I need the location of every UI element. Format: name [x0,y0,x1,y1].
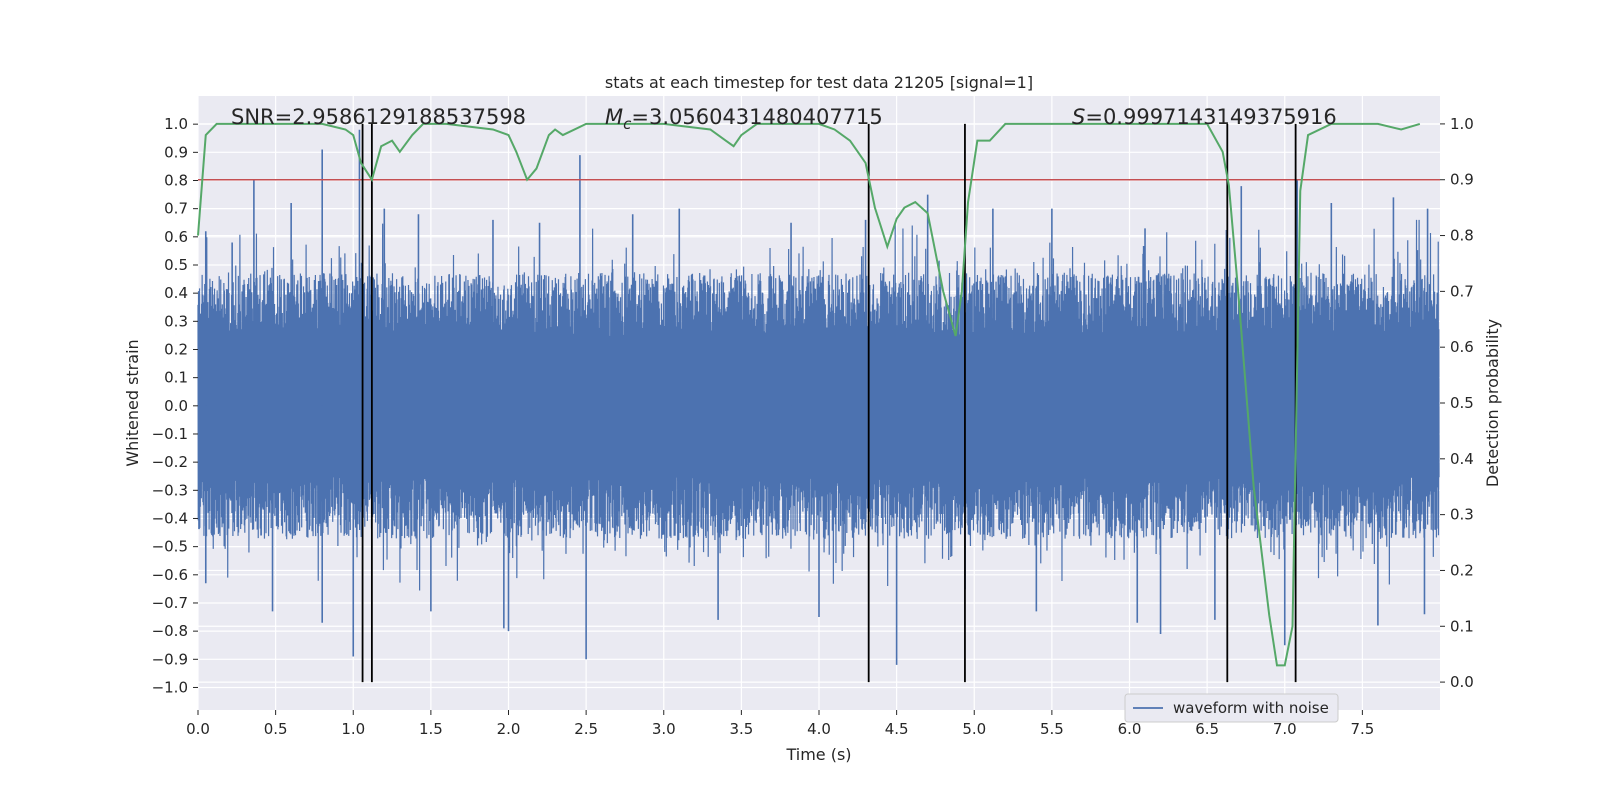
y2-axis-ticks: 1.0 0.9 0.8 0.7 0.6 0.5 0.4 0.3 0.2 0.1 0.0 [1440,115,1474,691]
y2-tick-label: 0.1 [1450,617,1474,635]
waveform-series [197,129,1440,665]
legend-entry-label: waveform with noise [1173,699,1329,717]
y-tick-label: −0.1 [152,425,188,443]
y-tick-label: −0.7 [152,594,188,612]
y-tick-label: 0.3 [164,312,188,330]
y-tick-label: 0.1 [164,369,188,387]
x-tick-label: 2.0 [497,720,521,738]
x-tick-label: 7.0 [1273,720,1297,738]
s-symbol: S [1072,105,1085,129]
y2-tick-label: 0.3 [1450,506,1474,524]
s-value: =0.9997143149375916 [1085,105,1336,129]
x-tick-label: 6.5 [1195,720,1219,738]
x-tick-label: 4.5 [885,720,909,738]
y-tick-label: 0.4 [164,284,188,302]
x-axis-ticks: 0.0 0.5 1.0 1.5 2.0 2.5 3.0 3.5 4.0 4.5 5.0 5.5 6.0 6… [186,710,1374,738]
y-tick-label: 0.5 [164,256,188,274]
x-tick-label: 2.5 [574,720,598,738]
snr-annotation: SNR=2.9586129188537598 [231,105,526,129]
x-tick-label: 0.0 [186,720,210,738]
y2-tick-label: 0.4 [1450,450,1474,468]
y-tick-label: 0.0 [164,397,188,415]
chirp-mass-annotation: Mc=3.0560431480407715 [605,105,883,133]
y-tick-label: −0.4 [152,509,188,527]
y-tick-label: −0.6 [152,566,188,584]
y2-tick-label: 1.0 [1450,115,1474,133]
chart-title: stats at each timestep for test data 212… [605,73,1033,92]
y-tick-label: 1.0 [164,115,188,133]
y-axis-ticks: 1.0 0.9 0.8 0.7 0.6 0.5 0.4 0.3 0.2 0.1 0.0 −0.1 −0.… [152,115,198,696]
x-axis-label: Time (s) [785,745,851,764]
y-tick-label: 0.6 [164,228,188,246]
y2-tick-label: 0.0 [1450,673,1474,691]
x-tick-label: 5.5 [1040,720,1064,738]
y-axis-label: Whitened strain [123,339,142,466]
y2-tick-label: 0.8 [1450,227,1474,245]
y-tick-label: 0.9 [164,143,188,161]
probability-series [197,122,1421,667]
x-tick-label: 1.5 [419,720,443,738]
y-tick-label: 0.7 [164,200,188,218]
legend: waveform with noise [1124,693,1339,723]
y-tick-label: −0.8 [152,622,188,640]
chirp-mass-value: =3.0560431480407715 [631,105,882,129]
x-tick-label: 0.5 [264,720,288,738]
y-tick-label: −0.3 [152,481,188,499]
y-tick-label: 0.8 [164,171,188,189]
waveform-line [197,219,1440,591]
y2-tick-label: 0.5 [1450,394,1474,412]
legend-box [1124,693,1339,723]
y2-axis-label: Detection probability [1483,319,1502,487]
x-tick-label: 1.0 [341,720,365,738]
y2-tick-label: 0.9 [1450,171,1474,189]
x-tick-label: 6.0 [1118,720,1142,738]
y-tick-label: 0.2 [164,340,188,358]
y-tick-label: −1.0 [152,678,188,696]
y2-tick-label: 0.6 [1450,338,1474,356]
x-tick-label: 5.0 [962,720,986,738]
x-tick-label: 3.0 [652,720,676,738]
y-tick-label: −0.5 [152,538,188,556]
y2-tick-label: 0.2 [1450,561,1474,579]
x-tick-label: 4.0 [807,720,831,738]
chirp-mass-symbol: M [605,105,623,129]
x-tick-label: 7.5 [1350,720,1374,738]
y-tick-label: −0.9 [152,650,188,668]
probability-line [197,122,1421,667]
s-annotation: S=0.9997143149375916 [1072,105,1337,129]
y2-tick-label: 0.7 [1450,282,1474,300]
chirp-mass-subscript: c [623,115,632,133]
x-tick-label: 3.5 [729,720,753,738]
y-tick-label: −0.2 [152,453,188,471]
